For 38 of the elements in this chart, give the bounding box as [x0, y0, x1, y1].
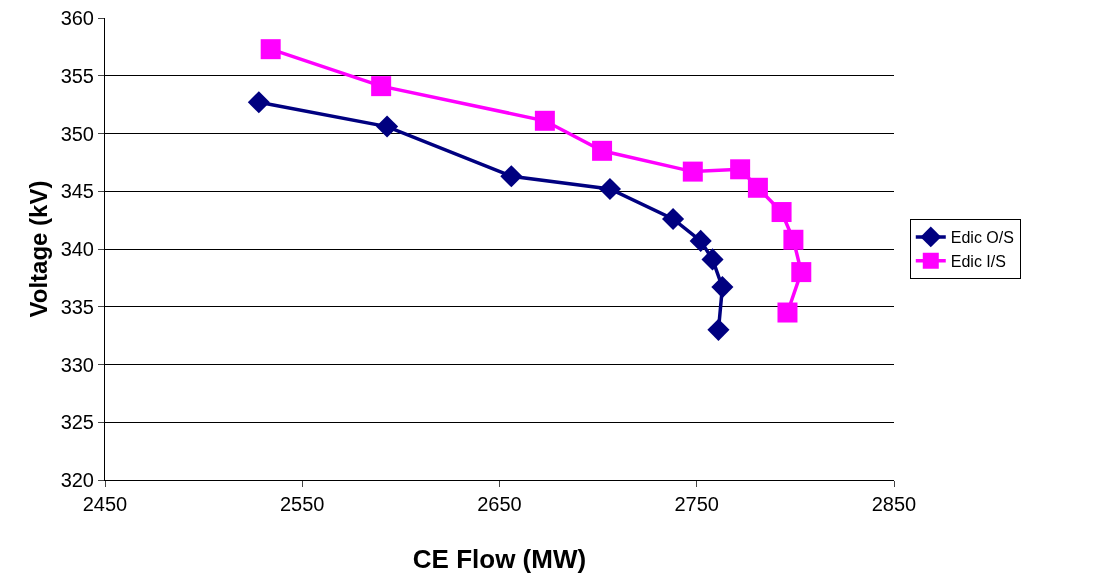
x-tick-label: 2550 [280, 493, 325, 515]
point [500, 165, 523, 188]
point [247, 91, 270, 114]
point [376, 115, 399, 138]
point [771, 202, 792, 223]
point [747, 177, 768, 198]
point [662, 207, 685, 231]
point [689, 229, 712, 252]
y-tick-label: 320 [60, 469, 94, 491]
x-tick-label: 2450 [82, 493, 128, 515]
point [371, 76, 392, 97]
y-tick-label: 360 [60, 7, 94, 29]
point [260, 39, 281, 60]
point [682, 161, 703, 182]
point [701, 248, 724, 271]
y-tick-label: 355 [60, 64, 94, 87]
point [598, 177, 622, 200]
legend-label: Edic I/S [950, 252, 1006, 270]
point [791, 262, 812, 283]
y-axis-title: Voltage (kV) [25, 180, 52, 318]
y-tick-label: 350 [60, 122, 94, 145]
point [707, 318, 730, 341]
point [534, 110, 555, 131]
y-tick-label: 340 [60, 238, 94, 260]
x-tick-label: 2750 [674, 493, 719, 515]
y-tick-label: 330 [60, 353, 94, 376]
point [730, 159, 751, 180]
x-tick-label: 2850 [871, 493, 917, 515]
x-tick-label: 2650 [477, 493, 522, 515]
y-tick-label: 345 [60, 180, 94, 203]
x-axis-title: CE Flow (MW) [412, 544, 587, 574]
y-tick-label: 325 [60, 411, 94, 434]
y-tick-label: 335 [60, 295, 94, 318]
point [711, 276, 734, 299]
point [592, 140, 613, 161]
point [783, 229, 804, 250]
legend-label: Edic O/S [950, 229, 1014, 247]
point [777, 302, 798, 323]
